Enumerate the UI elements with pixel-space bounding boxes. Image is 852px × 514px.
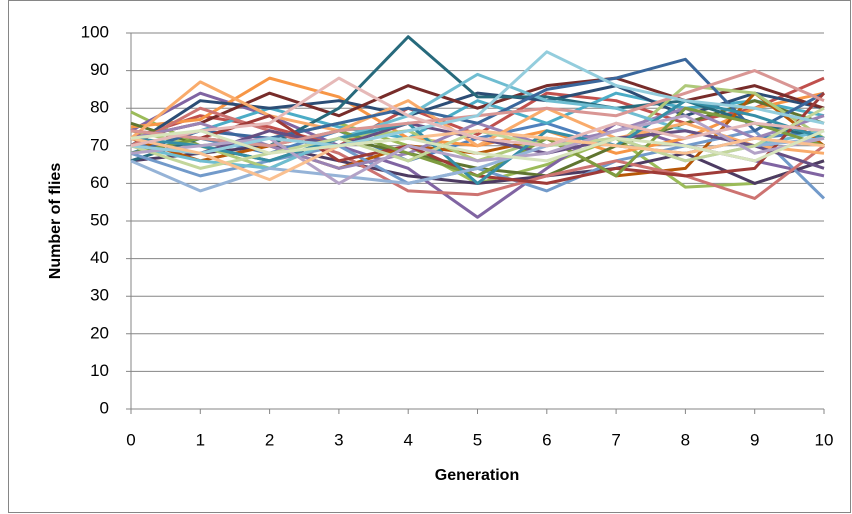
y-tick-label: 70 <box>90 135 109 154</box>
x-tick-label: 0 <box>126 430 135 449</box>
x-tick-label: 6 <box>542 430 551 449</box>
series-line <box>130 57 825 155</box>
y-tick-label: 20 <box>90 323 109 342</box>
y-tick-label: 0 <box>100 398 109 417</box>
y-tick-label: 90 <box>90 60 109 79</box>
y-tick-label: 40 <box>90 248 109 267</box>
series-line <box>130 50 825 155</box>
y-axis-title: Number of flies <box>47 163 64 280</box>
y-tick-label: 80 <box>90 98 109 117</box>
series-line <box>130 129 825 163</box>
x-tick-label: 7 <box>611 430 620 449</box>
y-tick-label: 60 <box>90 173 109 192</box>
series-line <box>130 129 825 182</box>
x-tick-label: 3 <box>334 430 343 449</box>
x-tick-label: 4 <box>403 430 412 449</box>
y-tick-label: 30 <box>90 286 109 305</box>
y-tick-label: 100 <box>81 22 109 41</box>
series-line <box>130 99 825 185</box>
x-tick-label: 2 <box>265 430 274 449</box>
x-tick-label: 5 <box>473 430 482 449</box>
x-tick-label: 8 <box>681 430 690 449</box>
x-tick-label: 10 <box>815 430 834 449</box>
y-tick-label: 50 <box>90 210 109 229</box>
series-line <box>130 76 825 148</box>
y-tick-label: 10 <box>90 361 109 380</box>
x-axis-title: Generation <box>435 467 519 484</box>
series-line <box>130 80 825 155</box>
x-tick-label: 1 <box>196 430 205 449</box>
x-tick-label: 9 <box>750 430 759 449</box>
series-line <box>130 114 825 185</box>
